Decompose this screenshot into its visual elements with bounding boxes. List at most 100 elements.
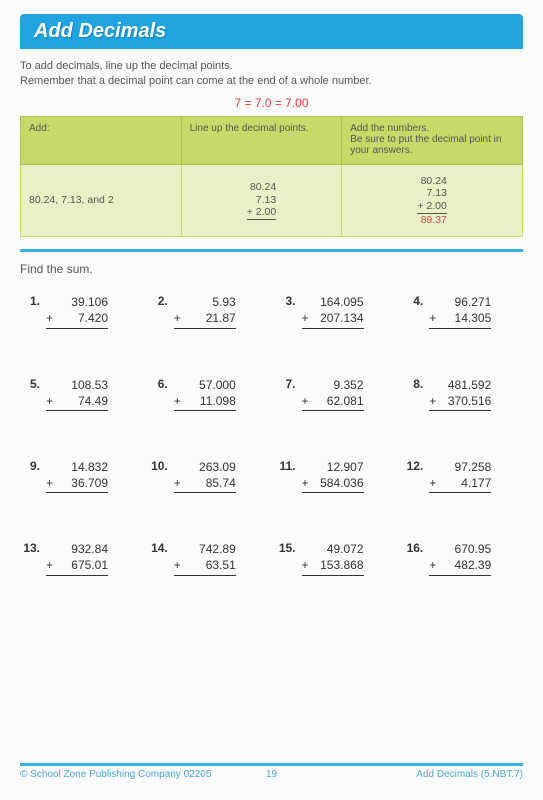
plus-sign: + <box>302 393 309 409</box>
problem-number: 9. <box>20 459 40 473</box>
content-area: Add Decimals To add decimals, line up th… <box>0 0 543 576</box>
problem-number: 8. <box>403 377 423 391</box>
footer-divider <box>20 763 523 766</box>
problem: 15.49.072+ 153.868 <box>276 541 396 575</box>
problem: 12.97.258+ 4.177 <box>403 459 523 493</box>
problem-number: 10. <box>148 459 168 473</box>
plus-sign: + <box>174 475 181 491</box>
problem-stack: 39.106+ 7.420 <box>46 294 108 328</box>
problem: 8. 481.592+ 370.516 <box>403 377 523 411</box>
section-divider <box>20 249 523 252</box>
addend-top: 39.106 <box>46 294 108 310</box>
example-table: Add: Line up the decimal points. Add the… <box>20 116 523 237</box>
addend-bottom-value: 63.51 <box>202 558 235 572</box>
addend-bottom-value: 584.036 <box>317 476 364 490</box>
problem-stack: 670.95+ 482.39 <box>429 541 491 575</box>
addend-top: 5.93 <box>174 294 236 310</box>
addend-top: 12.907 <box>302 459 364 475</box>
example-header-addnums-line1: Add the numbers. <box>350 123 429 134</box>
problem: 3. 164.095+ 207.134 <box>276 294 396 328</box>
example-header-row: Add: Line up the decimal points. Add the… <box>21 116 523 164</box>
intro-text: To add decimals, line up the decimal poi… <box>20 59 523 90</box>
stack-c: + 2.00 <box>247 206 277 220</box>
problem-number: 14. <box>148 541 168 555</box>
stack-b: 7.13 <box>247 194 277 207</box>
plus-sign: + <box>429 475 436 491</box>
addend-bottom-value: 85.74 <box>202 476 235 490</box>
problem: 10. 263.09+ 85.74 <box>148 459 268 493</box>
problem-number: 13. <box>20 541 40 555</box>
plus-sign: + <box>174 557 181 573</box>
problem-number: 11. <box>276 459 296 473</box>
plus-sign: + <box>429 393 436 409</box>
problem-stack: 164.095+ 207.134 <box>302 294 364 328</box>
stack-c2: + 2.00 <box>417 200 447 214</box>
addend-top: 49.072 <box>302 541 364 557</box>
page-footer: © School Zone Publishing Company 02205 1… <box>20 763 523 780</box>
footer-row: © School Zone Publishing Company 02205 1… <box>20 769 523 780</box>
plus-sign: + <box>174 393 181 409</box>
problem-stack: 263.09+ 85.74 <box>174 459 236 493</box>
plus-sign: + <box>174 310 181 326</box>
example-header-addnums-line2: Be sure to put the decimal point in your… <box>350 134 501 156</box>
stack-a2: 80.24 <box>417 175 447 188</box>
problem-number: 5. <box>20 377 40 391</box>
stack-b2: 7.13 <box>417 187 447 200</box>
addend-bottom-value: 482.39 <box>451 558 491 572</box>
plus-sign: + <box>46 393 53 409</box>
problem: 13.932.84+ 675.01 <box>20 541 140 575</box>
addend-top: 97.258 <box>429 459 491 475</box>
addend-bottom: + 21.87 <box>174 310 236 328</box>
footer-page-number: 19 <box>20 769 523 780</box>
problems-grid: 1. 39.106+ 7.420 2. 5.93+ 21.87 3. 164.095+ 2… <box>20 294 523 576</box>
addend-bottom: + 85.74 <box>174 475 236 493</box>
addend-bottom: + 7.420 <box>46 310 108 328</box>
addend-top: 14.832 <box>46 459 108 475</box>
problem-stack: 12.907+ 584.036 <box>302 459 364 493</box>
addend-top: 96.271 <box>429 294 491 310</box>
problem: 7. 9.352+ 62.081 <box>276 377 396 411</box>
problem-stack: 14.832+ 36.709 <box>46 459 108 493</box>
intro-line-1: To add decimals, line up the decimal poi… <box>20 59 523 74</box>
example-header-lineup: Line up the decimal points. <box>181 116 342 164</box>
problem: 6.57.000+ 11.098 <box>148 377 268 411</box>
addend-bottom-value: 36.709 <box>68 476 108 490</box>
problem: 4. 96.271+ 14.305 <box>403 294 523 328</box>
problem-number: 4. <box>403 294 423 308</box>
addend-top: 9.352 <box>302 377 364 393</box>
problem-stack: 481.592+ 370.516 <box>429 377 491 411</box>
plus-sign: + <box>429 557 436 573</box>
page-title: Add Decimals <box>20 14 523 49</box>
problem-number: 7. <box>276 377 296 391</box>
problem-number: 1. <box>20 294 40 308</box>
example-given: 80.24, 7.13, and 2 <box>21 164 182 236</box>
addend-bottom-value: 207.134 <box>317 311 364 325</box>
addend-bottom: + 153.868 <box>302 557 364 575</box>
problem-stack: 96.271+ 14.305 <box>429 294 491 328</box>
problem-stack: 49.072+ 153.868 <box>302 541 364 575</box>
addend-top: 670.95 <box>429 541 491 557</box>
problem-number: 3. <box>276 294 296 308</box>
problem: 2. 5.93+ 21.87 <box>148 294 268 328</box>
worksheet-page: Add Decimals To add decimals, line up th… <box>0 0 543 800</box>
plus-sign: + <box>429 310 436 326</box>
addend-bottom: + 370.516 <box>429 393 491 411</box>
problem-stack: 108.53+ 74.49 <box>46 377 108 411</box>
problem-number: 6. <box>148 377 168 391</box>
problem: 9. 14.832+ 36.709 <box>20 459 140 493</box>
addend-bottom-value: 14.305 <box>451 311 491 325</box>
addend-bottom-value: 4.177 <box>458 476 491 490</box>
addend-bottom-value: 62.081 <box>323 394 363 408</box>
instructions: Find the sum. <box>20 262 523 276</box>
addend-bottom: + 63.51 <box>174 557 236 575</box>
addend-bottom-value: 153.868 <box>317 558 364 572</box>
problem-number: 16. <box>403 541 423 555</box>
problem-number: 2. <box>148 294 168 308</box>
problem: 5. 108.53+ 74.49 <box>20 377 140 411</box>
plus-sign: + <box>46 557 53 573</box>
stack-a: 80.24 <box>247 181 277 194</box>
addend-bottom: + 207.134 <box>302 310 364 328</box>
addend-bottom: + 36.709 <box>46 475 108 493</box>
addend-bottom-value: 74.49 <box>75 394 108 408</box>
addend-bottom: + 74.49 <box>46 393 108 411</box>
